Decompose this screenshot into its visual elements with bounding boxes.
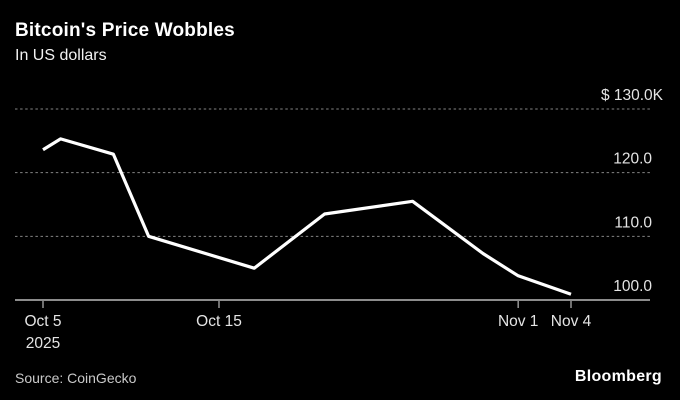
y-tick-label: 100.0 [613,278,652,295]
chart-subtitle: In US dollars [15,46,107,64]
x-tick-label: Nov 4 [551,313,592,330]
y-tick-label: 110.0 [614,214,652,231]
x-tick-label: Oct 15 [196,313,242,330]
x-tick-label: Nov 1 [498,313,539,330]
bloomberg-logo: Bloomberg [574,368,662,385]
x-tick-label: Oct 5 [24,313,61,330]
price-line [42,137,572,296]
x-tick-sublabel: 2025 [26,335,60,352]
y-tick-label: $ 130.0K [601,87,664,104]
page-title: Bitcoin's Price Wobbles [15,20,235,41]
source-text: Source: CoinGecko [15,370,137,386]
chart-header: Bitcoin's Price Wobbles In US dollars [15,20,235,65]
y-tick-label: 120.0 [613,151,652,168]
